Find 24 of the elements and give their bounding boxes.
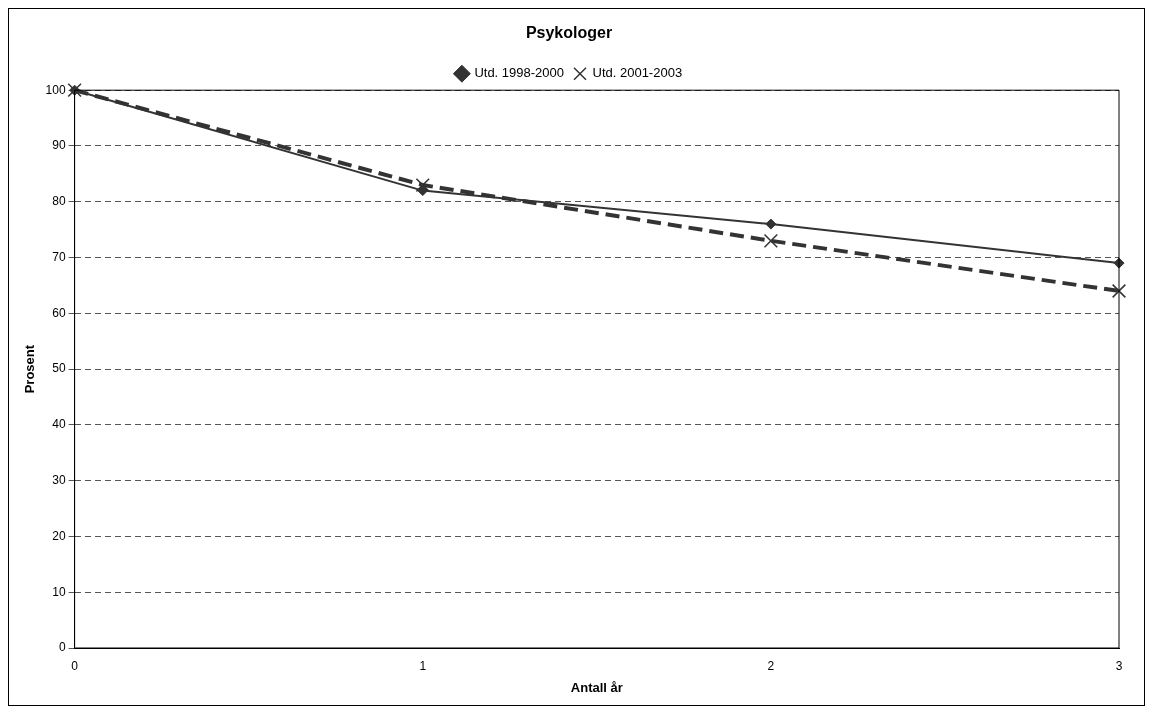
- point: [1111, 283, 1127, 299]
- y-tick-label: 20: [52, 528, 66, 543]
- y-tick-label: 50: [52, 361, 66, 376]
- y-axis-title: Prosent: [22, 344, 38, 394]
- y-tick-label: 100: [45, 82, 66, 97]
- y-tick-label: 40: [52, 417, 66, 432]
- point: [763, 233, 778, 248]
- y-tick-label: 0: [58, 640, 66, 655]
- legend-label: Utd. 1998-2000: [474, 65, 564, 81]
- x-tick-label: 3: [1115, 658, 1123, 673]
- point: [765, 218, 777, 230]
- x-tick-label: 2: [767, 658, 775, 673]
- legend-label: Utd. 2001-2003: [592, 65, 683, 81]
- y-tick-label: 30: [52, 472, 66, 487]
- y-tick-label: 70: [52, 249, 66, 264]
- x-tick-label: 1: [419, 658, 427, 673]
- y-tick-label: 10: [52, 584, 66, 599]
- y-tick-label: 60: [52, 305, 66, 320]
- y-tick-label: 90: [52, 138, 66, 153]
- point: [415, 177, 430, 193]
- x-tick-label: 0: [71, 658, 79, 673]
- x-axis-title: Antall år: [570, 679, 623, 695]
- y-tick-label: 80: [52, 194, 66, 209]
- chart-title: Psykologer: [525, 24, 613, 42]
